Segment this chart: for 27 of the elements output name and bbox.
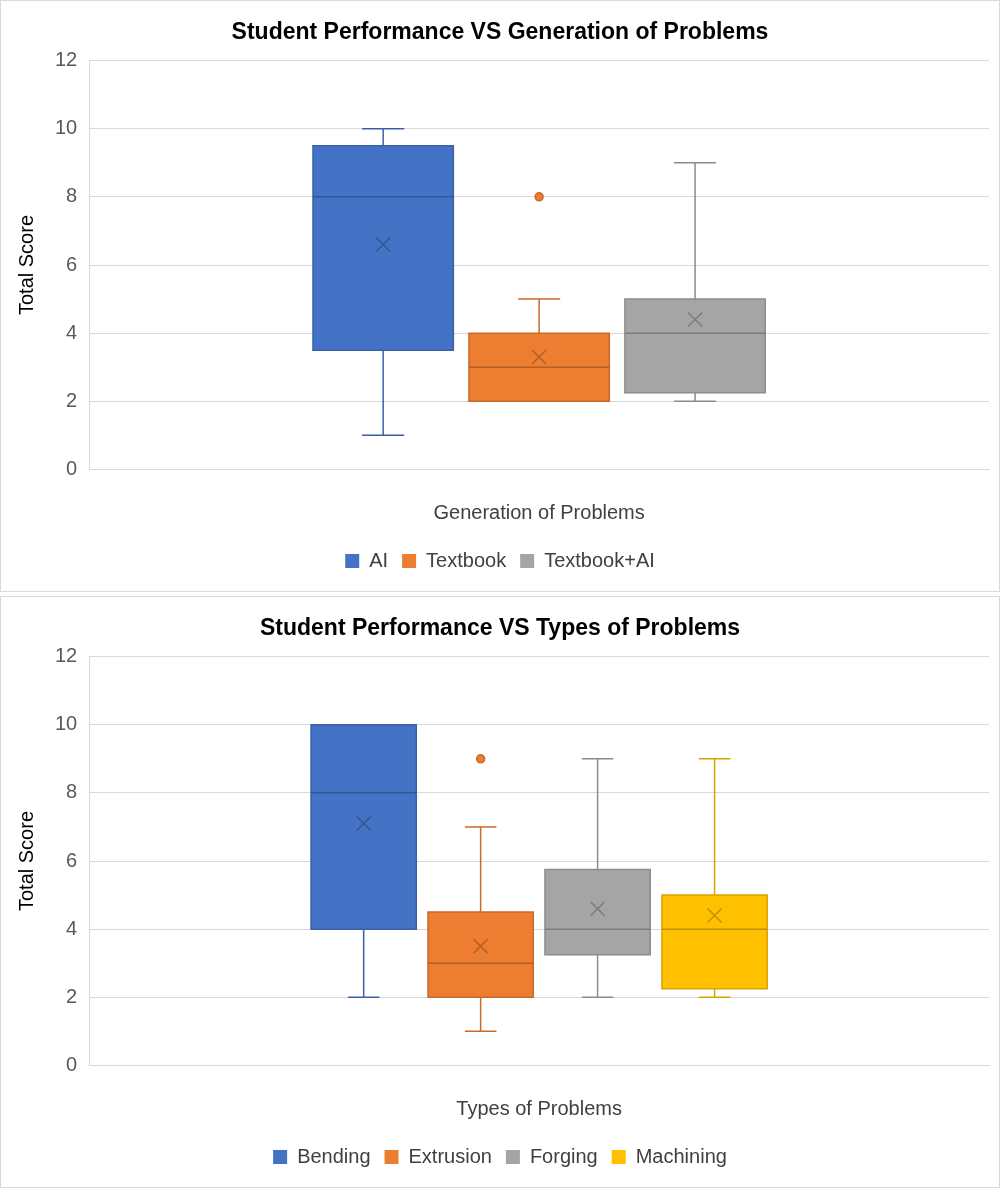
y-tick-label: 12 bbox=[55, 48, 78, 71]
y-tick-label: 8 bbox=[66, 780, 78, 803]
legend-label: Machining bbox=[635, 1144, 727, 1167]
y-tick-label: 4 bbox=[66, 916, 78, 939]
y-tick-label: 12 bbox=[55, 644, 78, 667]
y-tick-label: 2 bbox=[66, 984, 78, 1007]
y-tick-label: 10 bbox=[55, 116, 78, 139]
legend-label: Textbook+AI bbox=[544, 548, 655, 571]
chart-title: Student Performance VS Generation of Problems bbox=[231, 18, 769, 45]
y-tick-label: 6 bbox=[66, 252, 78, 275]
y-tick-label: 0 bbox=[66, 1052, 78, 1075]
chart-title: Student Performance VS Types of Problems bbox=[259, 614, 741, 641]
y-axis-title: Total Score bbox=[14, 214, 37, 316]
legend-label: Forging bbox=[529, 1144, 598, 1167]
y-tick-label: 0 bbox=[66, 456, 78, 479]
x-axis-title: Types of Problems bbox=[456, 1096, 622, 1119]
legend-label: Extrusion bbox=[408, 1144, 492, 1167]
x-axis-title: Generation of Problems bbox=[433, 500, 645, 523]
legend-label: AI bbox=[369, 548, 389, 571]
y-tick-label: 8 bbox=[66, 184, 78, 207]
y-tick-label: 6 bbox=[66, 848, 78, 871]
y-tick-label: 10 bbox=[55, 712, 78, 735]
y-tick-label: 2 bbox=[66, 388, 78, 411]
legend-label: Textbook bbox=[426, 548, 508, 571]
y-tick-label: 4 bbox=[66, 320, 78, 343]
y-axis-title: Total Score bbox=[14, 810, 37, 912]
legend-label: Bending bbox=[297, 1144, 371, 1167]
